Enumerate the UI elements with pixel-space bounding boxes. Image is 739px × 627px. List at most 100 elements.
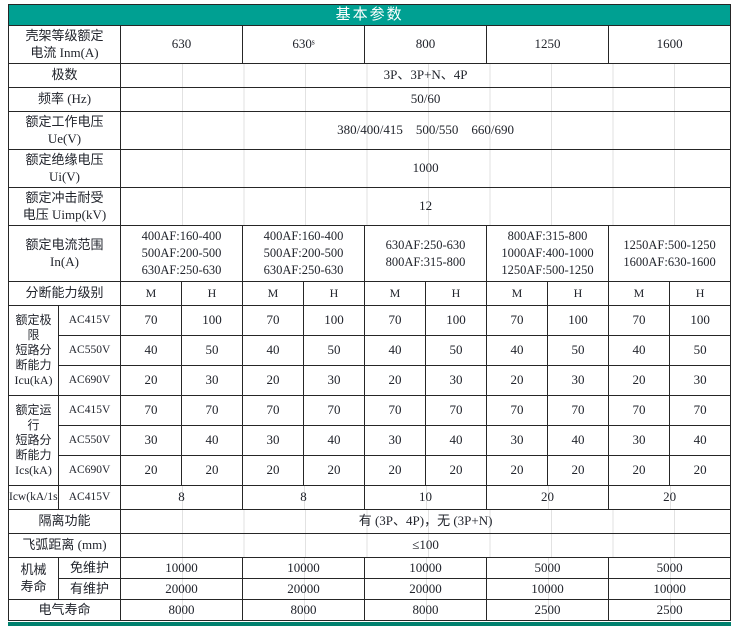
ics-value: 40 xyxy=(668,425,732,456)
ics-ac550v-label: AC550V xyxy=(58,425,121,456)
isolation-value: 有 (3P、4P)，无 (3P+N) xyxy=(119,509,732,534)
ics-value: 40 xyxy=(181,425,243,456)
icw-value-1600: 20 xyxy=(607,485,732,510)
icw-value-630s: 8 xyxy=(242,485,365,510)
icu-value: 20 xyxy=(608,365,670,396)
title-row: 基本参数 xyxy=(7,4,732,26)
class-cell: M xyxy=(608,281,670,306)
frame-size-1250: 1250 xyxy=(486,25,609,64)
ics-ac415v-label: AC415V xyxy=(58,395,121,426)
mech-free-value: 5000 xyxy=(607,557,732,579)
class-cell: H xyxy=(425,281,487,306)
ics-value: 30 xyxy=(486,425,548,456)
icw-value-630: 8 xyxy=(120,485,243,510)
icu-value: 70 xyxy=(120,305,182,336)
class-cell: H xyxy=(668,281,732,306)
frequency-label: 频率 (Hz) xyxy=(8,87,121,112)
frame-size-800: 800 xyxy=(364,25,487,64)
icu-value: 50 xyxy=(303,335,365,366)
uimp-value: 12 xyxy=(119,187,732,226)
elec-life-value: 8000 xyxy=(364,599,487,621)
class-cell: M xyxy=(364,281,426,306)
current-range-800: 630AF:250-630 800AF:315-800 xyxy=(364,225,487,282)
icw-ac415v-label: AC415V xyxy=(58,485,121,510)
frequency-value: 50/60 xyxy=(119,87,732,112)
ics-ac550v-row: AC550V 30 40 30 40 30 40 30 40 30 40 xyxy=(9,425,732,456)
icu-value: 30 xyxy=(425,365,487,396)
icu-value: 40 xyxy=(608,335,670,366)
mech-life-free-row: 机械 寿命 免维护 10000 10000 10000 5000 5000 xyxy=(8,557,732,600)
icu-value: 30 xyxy=(668,365,732,396)
icu-value: 100 xyxy=(547,305,609,336)
ics-value: 30 xyxy=(120,425,182,456)
icu-value: 40 xyxy=(486,335,548,366)
icu-value: 50 xyxy=(547,335,609,366)
icw-label: Icw(kA/1s) xyxy=(8,485,59,510)
mech-free-value: 10000 xyxy=(242,557,365,579)
icu-value: 40 xyxy=(120,335,182,366)
breaking-class-label: 分断能力级别 xyxy=(8,281,121,306)
icu-value: 50 xyxy=(668,335,732,366)
icu-value: 20 xyxy=(486,365,548,396)
spec-table: 基本参数 壳架等级额定 电流 Inm(A) 630 630ˢ 800 1250 … xyxy=(7,4,732,621)
icu-ac690v-row: AC690V 20 30 20 30 20 30 20 30 20 30 xyxy=(9,365,732,396)
ics-ac690v-row: AC690V 20 20 20 20 20 20 20 20 20 20 xyxy=(9,455,732,486)
ui-value: 1000 xyxy=(119,149,732,188)
icu-value: 70 xyxy=(486,305,548,336)
icu-value: 20 xyxy=(120,365,182,396)
frequency-row: 频率 (Hz) 50/60 xyxy=(8,87,732,112)
icu-ac550v-row: AC550V 40 50 40 50 40 50 40 50 40 50 xyxy=(9,335,732,366)
ics-value: 70 xyxy=(547,395,609,426)
ics-value: 70 xyxy=(181,395,243,426)
frame-size-label: 壳架等级额定 电流 Inm(A) xyxy=(8,25,121,64)
ics-value: 70 xyxy=(668,395,732,426)
uimp-row: 额定冲击耐受 电压 Uimp(kV) 12 xyxy=(8,187,732,226)
icu-value: 100 xyxy=(668,305,732,336)
ui-label: 额定绝缘电压 Ui(V) xyxy=(8,149,121,188)
elec-life-value: 8000 xyxy=(242,599,365,621)
mech-free-value: 10000 xyxy=(120,557,243,579)
bottom-accent-bar xyxy=(8,622,731,626)
elec-life-value: 8000 xyxy=(120,599,243,621)
current-range-630s: 400AF:160-400 500AF:200-500 630AF:250-63… xyxy=(242,225,365,282)
elec-life-value: 2500 xyxy=(607,599,732,621)
ics-value: 40 xyxy=(425,425,487,456)
frame-size-row: 壳架等级额定 电流 Inm(A) 630 630ˢ 800 1250 1600 xyxy=(8,25,732,64)
arc-distance-value: ≤100 xyxy=(119,533,732,558)
class-cell: M xyxy=(486,281,548,306)
icu-label: 额定极限 短路分 断能力 Icu(kA) xyxy=(8,305,59,396)
ui-row: 额定绝缘电压 Ui(V) 1000 xyxy=(8,149,732,188)
ics-value: 40 xyxy=(303,425,365,456)
ics-value: 30 xyxy=(608,425,670,456)
class-cell: H xyxy=(181,281,243,306)
poles-label: 极数 xyxy=(8,63,121,88)
icu-value: 100 xyxy=(303,305,365,336)
ics-value: 70 xyxy=(120,395,182,426)
arc-distance-row: 飞弧距离 (mm) ≤100 xyxy=(8,533,732,558)
current-range-label: 额定电流范围 In(A) xyxy=(8,225,121,282)
uimp-label: 额定冲击耐受 电压 Uimp(kV) xyxy=(8,187,121,226)
ics-value: 30 xyxy=(242,425,304,456)
icu-value: 40 xyxy=(364,335,426,366)
current-range-630: 400AF:160-400 500AF:200-500 630AF:250-63… xyxy=(120,225,243,282)
icu-value: 30 xyxy=(181,365,243,396)
isolation-label: 隔离功能 xyxy=(8,509,121,534)
mech-life-maint-row: 有维护 20000 20000 20000 10000 10000 xyxy=(9,578,732,600)
ics-label: 额定运行 短路分 断能力 Ics(kA) xyxy=(8,395,59,486)
mech-free-value: 10000 xyxy=(364,557,487,579)
icu-ac415v-label: AC415V xyxy=(58,305,121,336)
icu-ac690v-label: AC690V xyxy=(58,365,121,396)
class-cell: H xyxy=(303,281,365,306)
icu-value: 30 xyxy=(303,365,365,396)
ics-value: 20 xyxy=(303,455,365,486)
mech-maint-value: 20000 xyxy=(364,578,487,600)
current-range-1600: 1250AF:500-1250 1600AF:630-1600 xyxy=(607,225,732,282)
icu-value: 40 xyxy=(242,335,304,366)
mech-maint-label: 有维护 xyxy=(58,578,121,600)
ue-label: 额定工作电压 Ue(V) xyxy=(8,111,121,150)
ics-value: 20 xyxy=(668,455,732,486)
ics-value: 70 xyxy=(303,395,365,426)
ics-value: 20 xyxy=(425,455,487,486)
mech-maint-value: 20000 xyxy=(242,578,365,600)
